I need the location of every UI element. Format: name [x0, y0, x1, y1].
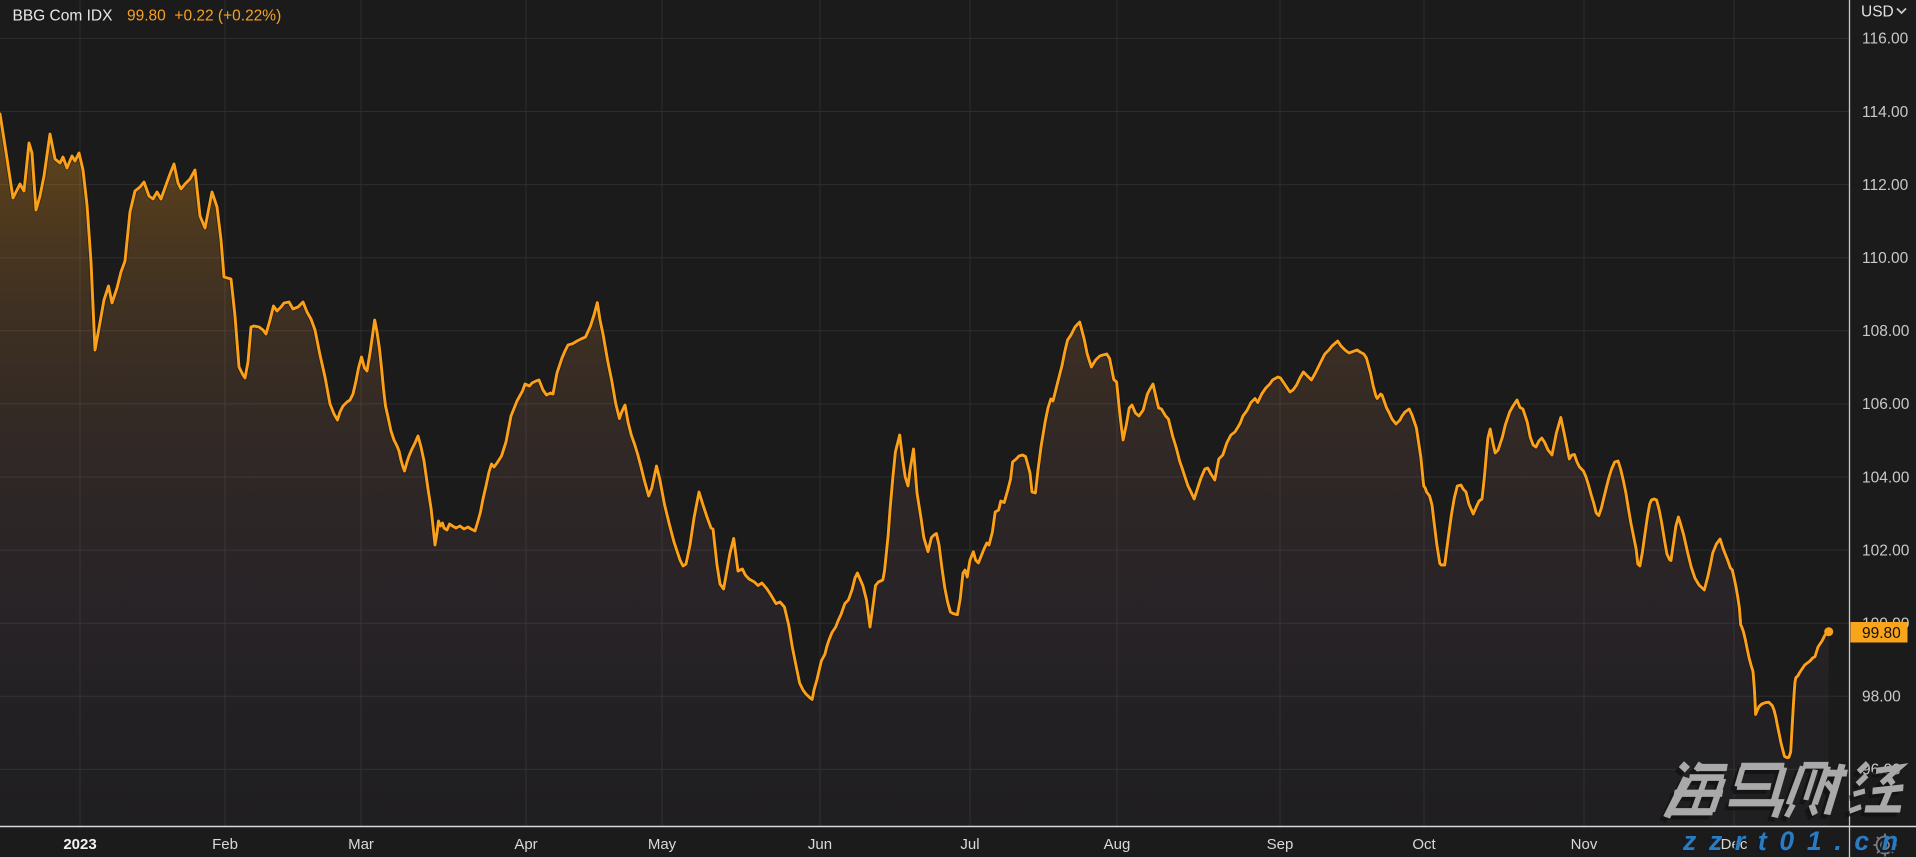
svg-text:zzrt01.cn: zzrt01.cn — [1682, 826, 1911, 856]
svg-text:Nov: Nov — [1571, 836, 1598, 853]
svg-text:Dec: Dec — [1721, 836, 1748, 853]
svg-text:Apr: Apr — [514, 836, 537, 853]
svg-text:Oct: Oct — [1412, 836, 1436, 853]
svg-text:108.00: 108.00 — [1862, 323, 1910, 340]
svg-text:Feb: Feb — [212, 836, 238, 853]
svg-text:zzrt01.cn: zzrt01.cn — [1680, 829, 1909, 857]
svg-text:110.00: 110.00 — [1862, 250, 1909, 267]
svg-text:106.00: 106.00 — [1862, 396, 1910, 413]
svg-text:2023: 2023 — [63, 836, 96, 853]
svg-text:102.00: 102.00 — [1862, 542, 1910, 559]
svg-text:Mar: Mar — [348, 836, 374, 853]
svg-text:May: May — [648, 836, 677, 853]
svg-text:104.00: 104.00 — [1862, 469, 1910, 486]
svg-text:112.00: 112.00 — [1862, 177, 1909, 194]
svg-text:Jun: Jun — [808, 836, 832, 853]
svg-text:116.00: 116.00 — [1862, 31, 1909, 48]
svg-text:Sep: Sep — [1267, 836, 1294, 853]
svg-text:98.00: 98.00 — [1862, 689, 1901, 706]
svg-text:99.80: 99.80 — [1862, 625, 1901, 642]
svg-text:Jul: Jul — [960, 836, 979, 853]
svg-text:114.00: 114.00 — [1862, 104, 1909, 121]
svg-text:Aug: Aug — [1104, 836, 1131, 853]
svg-text:99.80 +0.22 (+0.22%): 99.80 +0.22 (+0.22%) — [127, 8, 281, 25]
svg-text:USD: USD — [1861, 3, 1894, 20]
svg-text:BBG Com IDX: BBG Com IDX — [13, 8, 114, 25]
